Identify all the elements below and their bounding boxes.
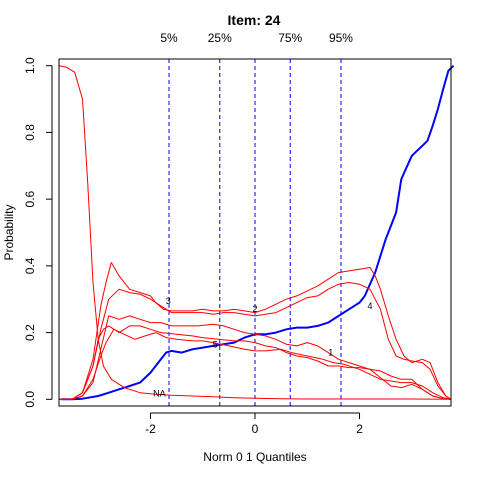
y-tick-label: 1.0 <box>23 57 37 74</box>
curve-label: 1 <box>328 348 333 358</box>
series-layer <box>58 64 455 401</box>
distractor-curve <box>58 65 452 400</box>
quantile-labels: 5% 25% 75% 95% <box>160 31 353 45</box>
quantile-label: 25% <box>208 31 232 45</box>
curve-label: 2 <box>252 304 257 314</box>
distractor-curve <box>59 262 452 400</box>
x-axis: -2 0 2 <box>145 412 363 436</box>
curve-labels: NA 3 5 2 1 4 <box>153 296 372 398</box>
distractor-curve <box>59 325 452 400</box>
x-tick-label: 0 <box>252 422 259 436</box>
x-tick-label: 2 <box>356 422 363 436</box>
distractor-curve <box>59 328 452 400</box>
quantile-label: 75% <box>278 31 302 45</box>
plot-frame <box>58 58 452 407</box>
distractor-curve <box>59 282 452 400</box>
quantile-lines <box>168 59 342 406</box>
quantile-label: 95% <box>329 31 353 45</box>
x-tick-label: -2 <box>145 422 156 436</box>
x-axis-label: Norm 0 1 Quantiles <box>203 450 306 464</box>
curve-label: 5 <box>213 339 218 349</box>
curve-label: 4 <box>367 301 372 311</box>
y-axis-label: Probability <box>2 204 16 260</box>
y-tick-label: 0.4 <box>23 257 37 274</box>
distractor-curve <box>59 315 452 400</box>
y-tick-label: 0.6 <box>23 190 37 207</box>
y-tick-label: 0.2 <box>23 324 37 341</box>
answer-curve <box>61 64 455 401</box>
y-tick-label: 0.8 <box>23 124 37 141</box>
chart-title: Item: 24 <box>228 12 281 28</box>
quantile-label: 5% <box>160 31 178 45</box>
y-axis: 0.0 0.2 0.4 0.6 0.8 1.0 <box>23 57 53 408</box>
curve-label: 3 <box>166 296 171 306</box>
y-tick-label: 0.0 <box>23 391 37 408</box>
curve-label: NA <box>153 388 166 398</box>
